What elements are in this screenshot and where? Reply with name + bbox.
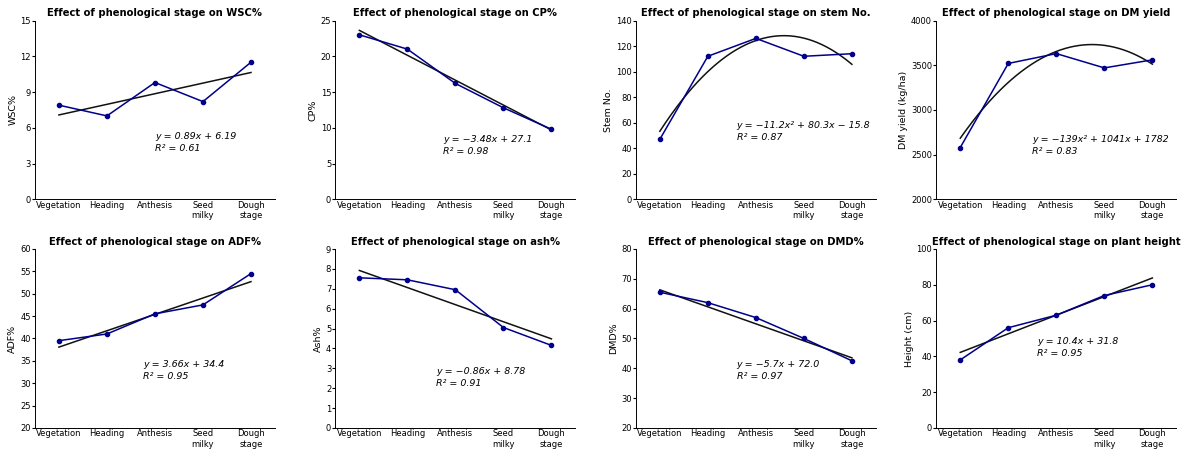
- Text: y = 0.89x + 6.19
R² = 0.61: y = 0.89x + 6.19 R² = 0.61: [155, 132, 236, 153]
- Y-axis label: ADF%: ADF%: [8, 324, 17, 352]
- Text: y = 3.66x + 34.4
R² = 0.95: y = 3.66x + 34.4 R² = 0.95: [143, 360, 224, 381]
- Text: y = −139x² + 1041x + 1782
R² = 0.83: y = −139x² + 1041x + 1782 R² = 0.83: [1032, 135, 1169, 156]
- Y-axis label: Height (cm): Height (cm): [905, 310, 913, 367]
- Title: Effect of phenological stage on DMD%: Effect of phenological stage on DMD%: [648, 237, 864, 247]
- Title: Effect of phenological stage on plant height: Effect of phenological stage on plant he…: [932, 237, 1181, 247]
- Title: Effect of phenological stage on CP%: Effect of phenological stage on CP%: [353, 8, 557, 18]
- Y-axis label: DM yield (kg/ha): DM yield (kg/ha): [899, 71, 908, 149]
- Title: Effect of phenological stage on ash%: Effect of phenological stage on ash%: [350, 237, 560, 247]
- Text: y = −5.7x + 72.0
R² = 0.97: y = −5.7x + 72.0 R² = 0.97: [737, 360, 820, 381]
- Title: Effect of phenological stage on ADF%: Effect of phenological stage on ADF%: [49, 237, 262, 247]
- Text: y = −11.2x² + 80.3x − 15.8
R² = 0.87: y = −11.2x² + 80.3x − 15.8 R² = 0.87: [737, 121, 870, 142]
- Text: y = −3.48x + 27.1
R² = 0.98: y = −3.48x + 27.1 R² = 0.98: [443, 135, 533, 156]
- Y-axis label: WSC%: WSC%: [8, 95, 18, 125]
- Title: Effect of phenological stage on WSC%: Effect of phenological stage on WSC%: [48, 8, 263, 18]
- Y-axis label: Stem No.: Stem No.: [604, 88, 613, 132]
- Y-axis label: DMD%: DMD%: [610, 323, 618, 354]
- Title: Effect of phenological stage on DM yield: Effect of phenological stage on DM yield: [942, 8, 1170, 18]
- Y-axis label: Ash%: Ash%: [314, 325, 323, 352]
- Text: y = −0.86x + 8.78
R² = 0.91: y = −0.86x + 8.78 R² = 0.91: [436, 367, 526, 388]
- Text: y = 10.4x + 31.8
R² = 0.95: y = 10.4x + 31.8 R² = 0.95: [1037, 337, 1118, 358]
- Y-axis label: CP%: CP%: [308, 99, 318, 121]
- Title: Effect of phenological stage on stem No.: Effect of phenological stage on stem No.: [641, 8, 871, 18]
